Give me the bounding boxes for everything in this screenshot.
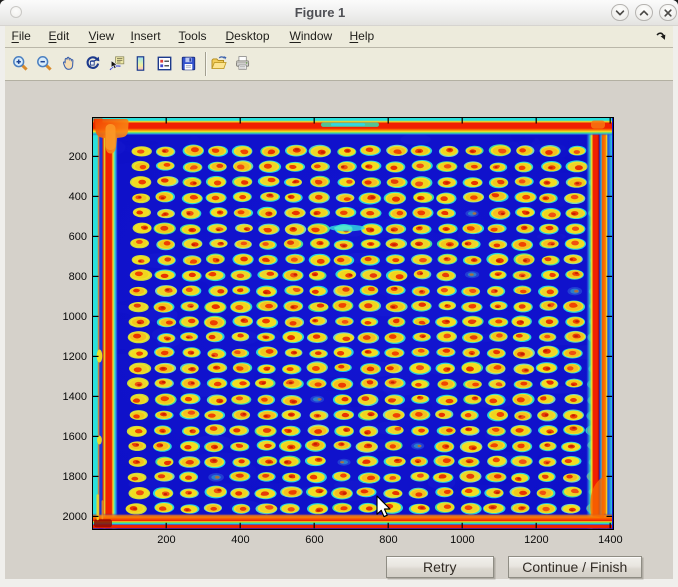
y-tick-label: 600 <box>68 231 87 243</box>
plot-axes[interactable] <box>92 117 614 531</box>
pan-hand-icon <box>62 56 74 70</box>
open-folder-icon <box>211 55 227 69</box>
data-cursor-icon <box>109 55 125 70</box>
menu-item-desktop[interactable]: Desktop <box>225 29 270 43</box>
rotate-3d-icon <box>86 55 100 69</box>
print-icon <box>236 55 250 70</box>
save-icon <box>181 56 196 70</box>
y-tick-label: 1200 <box>62 351 87 363</box>
menu-item-window[interactable]: Window <box>289 29 333 43</box>
window-title: Figure 1 <box>294 5 346 20</box>
mouse-cursor-icon <box>376 495 391 518</box>
menu-item-insert[interactable]: Insert <box>130 29 161 43</box>
toolbar-separator <box>204 51 206 76</box>
x-tick-label: 600 <box>305 533 324 546</box>
dock-arrow-icon[interactable] <box>656 32 666 41</box>
zoom-out-button[interactable] <box>33 51 56 77</box>
menu-item-help[interactable]: Help <box>349 29 375 43</box>
colorbar-icon <box>136 55 145 71</box>
menu-bar: File Edit View Insert Tools Desktop Window Help <box>4 26 673 48</box>
zoom-in-button[interactable] <box>9 51 32 77</box>
menu-item-file[interactable]: File <box>11 29 31 43</box>
pan-button[interactable] <box>57 51 80 77</box>
insert-legend-button[interactable] <box>153 51 176 77</box>
y-tick-label: 1000 <box>62 311 87 323</box>
chevron-up-icon <box>639 10 649 16</box>
zoom-out-icon <box>37 55 52 71</box>
zoom-in-icon <box>13 55 28 71</box>
y-tick-label: 1800 <box>62 471 87 483</box>
maximize-button[interactable] <box>635 3 653 21</box>
open-file-button[interactable] <box>207 51 230 77</box>
x-tick-label: 400 <box>231 533 250 546</box>
menu-item-view[interactable]: View <box>88 29 115 43</box>
rotate-3d-button[interactable] <box>81 51 104 77</box>
x-tick-label: 800 <box>379 533 398 546</box>
data-cursor-button[interactable] <box>105 51 128 77</box>
close-button[interactable] <box>659 3 677 21</box>
y-tick-label: 400 <box>68 191 87 203</box>
y-tick-label: 1600 <box>62 431 87 443</box>
title-bar: Figure 1 <box>0 0 678 26</box>
continue-finish-button[interactable]: Continue / Finish <box>508 555 642 578</box>
print-figure-button[interactable] <box>231 51 254 77</box>
save-figure-button[interactable] <box>177 51 200 77</box>
retry-button[interactable]: Retry <box>386 555 494 578</box>
x-tick-label: 1200 <box>524 533 549 546</box>
menu-item-tools[interactable]: Tools <box>178 29 207 43</box>
y-tick-label: 2000 <box>62 511 87 523</box>
window-menu-button[interactable] <box>10 6 22 18</box>
x-tick-label: 200 <box>157 533 176 546</box>
tool-bar <box>4 47 673 81</box>
y-tick-label: 200 <box>68 151 87 163</box>
close-icon <box>664 9 672 17</box>
shade-button[interactable] <box>611 3 629 21</box>
y-tick-label: 1400 <box>62 391 87 403</box>
y-tick-label: 800 <box>68 271 87 283</box>
chevron-down-icon <box>615 10 625 16</box>
x-tick-label: 1400 <box>598 533 623 546</box>
menu-item-edit[interactable]: Edit <box>48 29 70 43</box>
insert-colorbar-button[interactable] <box>129 51 152 77</box>
x-tick-label: 1000 <box>450 533 475 546</box>
legend-icon <box>157 56 172 70</box>
